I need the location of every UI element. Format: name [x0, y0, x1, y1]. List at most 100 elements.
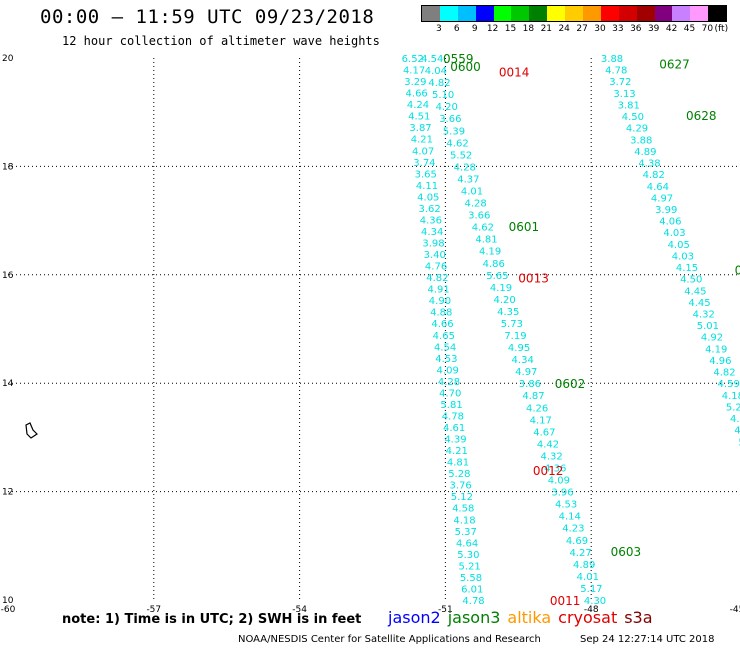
- wave-height-value: 4.01: [461, 186, 483, 197]
- legend-label: 15: [504, 24, 517, 34]
- latitude-tick-label: 16: [2, 271, 14, 281]
- legend-swatch: [600, 6, 619, 21]
- track-track-a: 6.524.173.294.664.244.513.874.214.073.74…: [402, 54, 485, 607]
- wave-height-value: 4.66: [431, 319, 453, 330]
- wave-height-value: 4.28: [465, 199, 487, 210]
- wave-height-value: 4.37: [457, 174, 479, 185]
- wave-height-value: 4.62: [472, 223, 494, 234]
- wave-height-value: 4.05: [417, 192, 439, 203]
- wave-height-value: 3.86: [519, 379, 541, 390]
- legend-swatch: [565, 6, 584, 21]
- pass-time-label: 0628: [686, 109, 717, 123]
- legend-label: 6: [453, 24, 460, 34]
- legend-swatch: [457, 6, 476, 21]
- pass-time-label: 0603: [611, 545, 642, 559]
- wave-height-value: 5.73: [501, 319, 523, 330]
- legend-swatch: [475, 6, 494, 21]
- wave-height-value: 4.86: [483, 259, 505, 270]
- wave-height-value: 3.99: [655, 205, 677, 216]
- pass-time-label: 0602: [555, 377, 586, 391]
- color-legend: 3 6 9 12 15 18 21 24 27 30 33 36 39 42 45 70 (ft): [421, 5, 729, 36]
- wave-height-value: 4.19: [479, 247, 501, 258]
- wave-height-value: 4.32: [540, 451, 562, 462]
- legend-swatch: [493, 6, 512, 21]
- longitude-tick-label: -48: [584, 605, 599, 615]
- wave-height-value: 4.23: [562, 524, 584, 535]
- legend-label: 39: [647, 24, 660, 34]
- wave-height-value: 5.28: [726, 402, 740, 413]
- track-track-b: 4.544.044.825.104.203.665.394.625.524.28…: [421, 54, 606, 607]
- wave-height-value: 4.96: [709, 356, 731, 367]
- longitude-tick-label: -60: [1, 605, 16, 615]
- legend-label: 3: [436, 24, 442, 34]
- legend-label: 33: [612, 24, 624, 34]
- wave-height-value: 4.92: [701, 333, 723, 344]
- satellite-jason3: jason3: [447, 608, 501, 627]
- wave-height-value: 4.50: [680, 275, 702, 286]
- wave-height-value: 4.36: [420, 215, 442, 226]
- wave-height-value: 3.66: [439, 114, 461, 125]
- wave-height-value: 4.51: [408, 112, 430, 123]
- legend-swatch: [636, 6, 655, 21]
- pass-time-label: 0600: [450, 60, 481, 74]
- wave-height-value: 4.06: [659, 217, 681, 228]
- wave-height-value: 5.30: [457, 550, 479, 561]
- pass-time-label: 0011: [550, 594, 581, 608]
- wave-height-value: 4.35: [497, 307, 519, 318]
- legend-label: 24: [558, 24, 570, 34]
- wave-height-value: 5.65: [486, 271, 508, 282]
- wave-height-value: 4.15: [676, 263, 698, 274]
- wave-height-value: 4.83: [730, 414, 740, 425]
- wave-height-value: 4.87: [734, 426, 740, 437]
- wave-height-value: 3.62: [418, 204, 440, 215]
- legend-label: 12: [486, 24, 499, 34]
- satellite-s3a: s3a: [624, 608, 653, 627]
- satellite-altika: altika: [507, 608, 552, 627]
- legend-swatch: [708, 6, 727, 21]
- wave-height-value: 4.30: [584, 596, 606, 607]
- wave-height-value: 4.18: [453, 515, 475, 526]
- satellite-jason2: jason2: [388, 608, 441, 627]
- wave-height-value: 3.96: [551, 488, 573, 499]
- legend-swatch: [511, 6, 530, 21]
- wave-height-value: 4.61: [443, 423, 465, 434]
- wave-height-value: 4.69: [566, 536, 588, 547]
- map-grid: [8, 58, 737, 600]
- wave-height-value: 4.05: [668, 240, 690, 251]
- wave-height-value: 4.54: [421, 54, 443, 65]
- wave-height-value: 5.52: [450, 150, 472, 161]
- track-track-c: 3.884.783.723.133.814.504.293.884.894.38…: [601, 54, 740, 448]
- latitude-tick-label: 12: [2, 488, 13, 498]
- wave-height-value: 4.64: [456, 538, 478, 549]
- satellite-cryosat: cryosat: [558, 608, 618, 627]
- legend-swatch: [583, 6, 601, 21]
- wave-height-value: 4.21: [446, 446, 468, 457]
- wave-height-value: 4.03: [663, 228, 685, 239]
- wave-height-value: 4.54: [434, 342, 456, 353]
- wave-height-value: 4.67: [533, 427, 555, 438]
- wave-height-value: 4.78: [462, 596, 484, 607]
- latitude-tick-label: 18: [2, 162, 14, 172]
- wave-height-value: 5.12: [451, 492, 473, 503]
- legend-label: 36: [630, 24, 642, 34]
- wave-height-value: 4.20: [436, 102, 458, 113]
- wave-height-value: 4.45: [688, 298, 710, 309]
- wave-height-value: 4.62: [446, 138, 468, 149]
- pass-time-label: 0014: [499, 66, 530, 80]
- wave-height-value: 4.82: [713, 368, 735, 379]
- legend-label: 9: [471, 24, 478, 34]
- altimeter-tracks: 6.524.173.294.664.244.513.874.214.073.74…: [402, 54, 740, 607]
- legend-labels: 3 6 9 12 15 18 21 24 27 30 33 36 39 42 45 70 (ft): [421, 22, 729, 36]
- longitude-tick-label: -57: [146, 605, 161, 615]
- longitude-tick-label: -51: [438, 605, 453, 615]
- legend-label: 30: [594, 24, 606, 34]
- wave-height-value: 6.01: [461, 584, 483, 595]
- legend-swatch: [439, 6, 458, 21]
- wave-height-value: 5.01: [697, 321, 719, 332]
- legend-label: 42: [665, 24, 678, 34]
- pass-time-label: 0559: [443, 52, 474, 66]
- wave-height-value: 4.34: [512, 355, 534, 366]
- wave-height-value: 4.82: [643, 170, 665, 181]
- wave-height-value: 4.88: [430, 308, 452, 319]
- legend-unit: (ft): [714, 24, 729, 34]
